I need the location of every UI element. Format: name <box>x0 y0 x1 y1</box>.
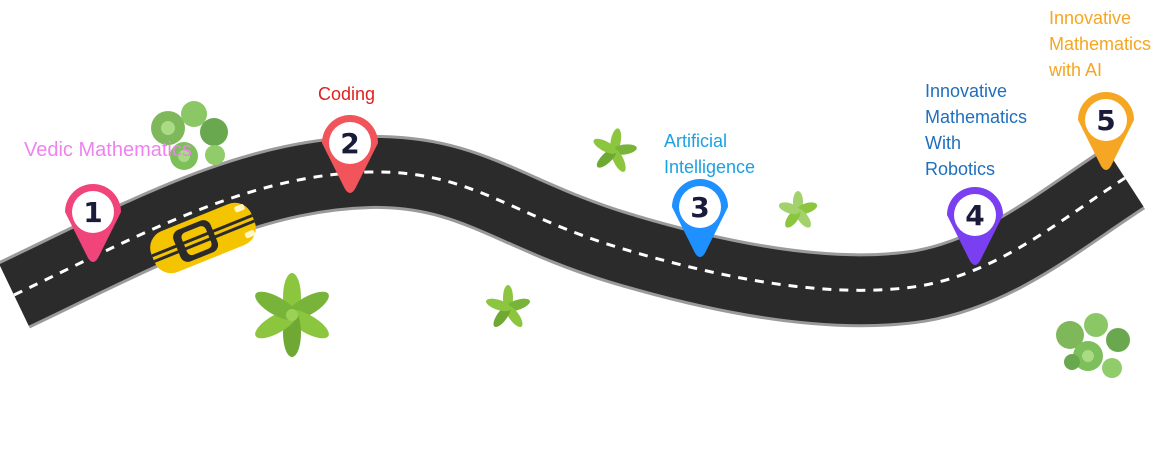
milestone-number: 4 <box>965 199 984 232</box>
milestone-number: 1 <box>83 196 102 229</box>
milestone-pin-5: 5 <box>1078 92 1134 170</box>
milestone-label-1: Vedic Mathematics <box>24 139 192 161</box>
milestone-label-3: Artificial Intelligence <box>664 131 756 177</box>
palm-plant-icon <box>778 191 818 228</box>
milestone-number: 3 <box>690 191 709 224</box>
milestone-pin-2: 2 <box>322 115 378 193</box>
milestone-pin-3: 3 <box>672 179 728 257</box>
palm-plant-icon <box>255 273 329 357</box>
road <box>0 134 1146 329</box>
milestone-number: 5 <box>1096 104 1115 137</box>
palm-plant-icon <box>486 285 530 328</box>
milestone-label-5: Innovative Mathematics with AI <box>1049 8 1152 80</box>
milestone-pin-4: 4 <box>947 187 1003 265</box>
bush-icon <box>1056 313 1130 378</box>
milestone-label-2: Coding <box>318 84 376 104</box>
milestone-number: 2 <box>340 127 359 160</box>
car-icon <box>150 202 256 274</box>
palm-plant-icon <box>593 128 637 172</box>
milestone-label-4: Innovative Mathematics With Robotics <box>925 81 1028 179</box>
bush-icon <box>151 101 228 170</box>
milestone-pin-1: 1 <box>65 184 121 262</box>
